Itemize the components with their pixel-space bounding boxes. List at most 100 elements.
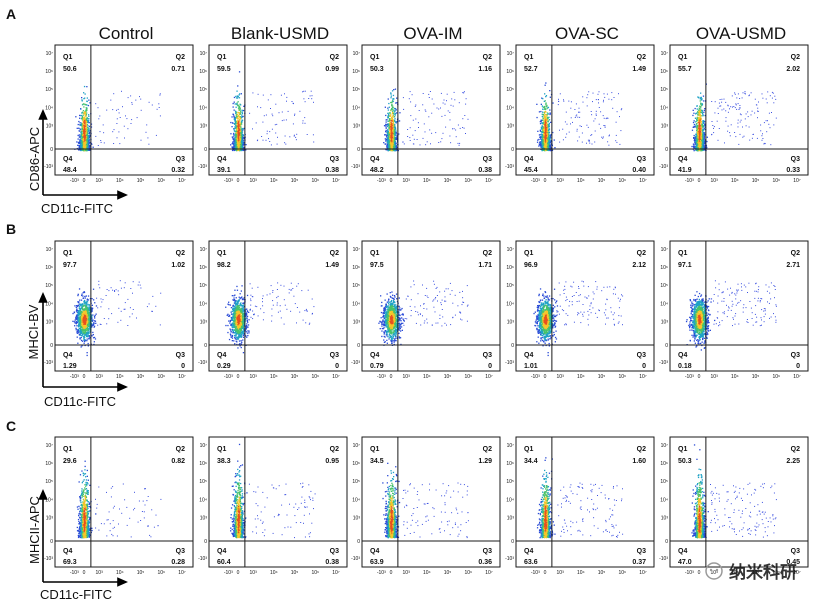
quadrant-q4-name: Q4 <box>370 548 379 555</box>
y-tick-label: 10³ <box>200 320 208 326</box>
plot-frame <box>54 436 194 568</box>
y-tick-label: 10⁵ <box>199 87 207 93</box>
y-tick-label: 10⁷ <box>507 443 515 449</box>
x-tick-label: 10⁷ <box>332 178 340 184</box>
y-tick-label: 10⁴ <box>45 301 53 307</box>
x-tick-label: 0 <box>698 178 701 184</box>
x-tick-label: 10⁵ <box>137 374 145 380</box>
x-tick-label: 10⁶ <box>618 178 626 184</box>
event-points <box>691 444 777 539</box>
quadrant-q1-name: Q1 <box>524 54 533 61</box>
quadrant-q2-name: Q2 <box>330 54 339 61</box>
x-tick-label: 0 <box>83 374 86 380</box>
x-tick-label: 10⁷ <box>332 570 340 576</box>
y-tick-label: 10⁶ <box>660 461 668 467</box>
y-tick-label: 10³ <box>507 124 515 130</box>
y-tick-label: 10⁵ <box>506 87 514 93</box>
x-tick-label: 10⁷ <box>485 570 493 576</box>
y-tick-label: 10⁷ <box>200 51 208 57</box>
plot-frame <box>515 44 655 176</box>
y-tick-label: 10⁶ <box>352 265 360 271</box>
y-tick-label: 10³ <box>353 516 361 522</box>
y-tick-label: 0 <box>665 539 668 545</box>
x-tick-label: 10⁵ <box>752 374 760 380</box>
quadrant-q4-name: Q4 <box>524 156 533 163</box>
y-tick-label: 10⁷ <box>353 443 361 449</box>
y-tick-label: 10³ <box>46 124 54 130</box>
x-tick-label: 10⁶ <box>618 374 626 380</box>
x-tick-label: 10⁴ <box>423 374 431 380</box>
quadrant-q2-name: Q2 <box>176 250 185 257</box>
quadrant-q2-value: 0.95 <box>325 458 339 465</box>
quadrant-q2-value: 1.49 <box>632 66 646 73</box>
x-tick-label: 10⁴ <box>731 570 739 576</box>
y-tick-label: 10⁴ <box>199 497 207 503</box>
x-tick-label: 10⁴ <box>270 374 278 380</box>
quadrant-q2-value: 2.25 <box>786 458 800 465</box>
event-points <box>382 462 469 539</box>
quadrant-q4-value: 0.18 <box>678 363 692 370</box>
x-tick-label: 10³ <box>96 374 104 380</box>
quadrant-q3-value: 0 <box>642 363 646 370</box>
quadrant-q4-value: 45.4 <box>524 167 538 174</box>
y-tick-label: 10³ <box>46 320 54 326</box>
x-tick-label: 10⁷ <box>332 374 340 380</box>
quadrant-q2-value: 1.02 <box>171 262 185 269</box>
quadrant-q1-name: Q1 <box>524 446 533 453</box>
quadrant-q4-value: 1.01 <box>524 363 538 370</box>
y-tick-label: 10⁶ <box>352 69 360 75</box>
quadrant-q1-name: Q1 <box>370 250 379 257</box>
column-title-ova-usmd: OVA-USMD <box>696 24 786 43</box>
y-tick-label: 10⁴ <box>660 497 668 503</box>
x-tick-label: 10⁶ <box>157 178 165 184</box>
y-tick-label: 10⁷ <box>507 51 515 57</box>
y-tick-label: 0 <box>511 147 514 153</box>
quadrant-q1-name: Q1 <box>217 250 226 257</box>
quadrant-q2-value: 0.82 <box>171 458 185 465</box>
y-tick-label: 10⁶ <box>506 69 514 75</box>
watermark-text: 纳米科研 <box>729 562 797 582</box>
x-tick-label: 10⁴ <box>423 570 431 576</box>
y-tick-label: 10⁷ <box>353 51 361 57</box>
flow-plot-a-1: 10⁷ 10⁶ 10⁵ 10⁴ 10³ 0 -10³ -10³ 0 10³ 10⁴ 10⁵ 10⁶ 10⁷… <box>44 44 194 184</box>
axis-arrows <box>38 109 128 587</box>
quadrant-q4-name: Q4 <box>524 352 533 359</box>
wechat-icon <box>705 562 723 580</box>
x-tick-label: 10⁷ <box>178 374 186 380</box>
y-axis-label-mhcii: MHCII-APC <box>27 496 42 564</box>
quadrant-q1-name: Q1 <box>370 54 379 61</box>
quadrant-q1-name: Q1 <box>63 446 72 453</box>
flow-plot-b-2: 10⁷ 10⁶ 10⁵ 10⁴ 10³ 0 -10³ -10³ 0 10³ 10⁴ 10⁵ 10⁶ 10⁷… <box>198 240 348 380</box>
x-tick-label: 10³ <box>250 570 258 576</box>
quadrant-q3-value: 0.45 <box>786 559 800 566</box>
y-tick-label: 10⁶ <box>660 265 668 271</box>
y-tick-label: 0 <box>50 147 53 153</box>
quadrant-q4-value: 0.79 <box>370 363 384 370</box>
y-tick-label: 10⁴ <box>352 301 360 307</box>
x-tick-label: 10⁶ <box>464 374 472 380</box>
quadrant-q3-name: Q3 <box>330 156 339 163</box>
y-axis-label-mhci: MHCI-BV <box>26 304 41 359</box>
x-tick-label: -10³ <box>531 374 540 380</box>
quadrant-q1-value: 34.4 <box>524 458 538 465</box>
flow-plot-a-4: 10⁷ 10⁶ 10⁵ 10⁴ 10³ 0 -10³ -10³ 0 10³ 10⁴ 10⁵ 10⁶ 10⁷… <box>505 44 655 184</box>
y-tick-label: -10³ <box>351 164 360 170</box>
x-tick-label: -10³ <box>70 178 79 184</box>
x-tick-label: 10³ <box>557 178 565 184</box>
quadrant-q2-name: Q2 <box>483 250 492 257</box>
x-tick-label: -10³ <box>224 178 233 184</box>
x-tick-label: 10⁷ <box>639 374 647 380</box>
y-tick-label: 10⁶ <box>45 461 53 467</box>
y-tick-label: 10⁷ <box>200 443 208 449</box>
y-axis-label-cd86: CD86-APC <box>27 127 42 191</box>
y-tick-label: 10⁶ <box>199 265 207 271</box>
quadrant-q1-name: Q1 <box>370 446 379 453</box>
x-tick-label: -10³ <box>531 178 540 184</box>
x-tick-label: 10⁵ <box>752 178 760 184</box>
x-tick-label: 0 <box>698 570 701 576</box>
quadrant-q2-value: 1.49 <box>325 262 339 269</box>
quadrant-q4-name: Q4 <box>217 352 226 359</box>
y-tick-label: 10⁶ <box>506 265 514 271</box>
quadrant-q3-value: 0.40 <box>632 167 646 174</box>
quadrant-q1-value: 52.7 <box>524 66 538 73</box>
